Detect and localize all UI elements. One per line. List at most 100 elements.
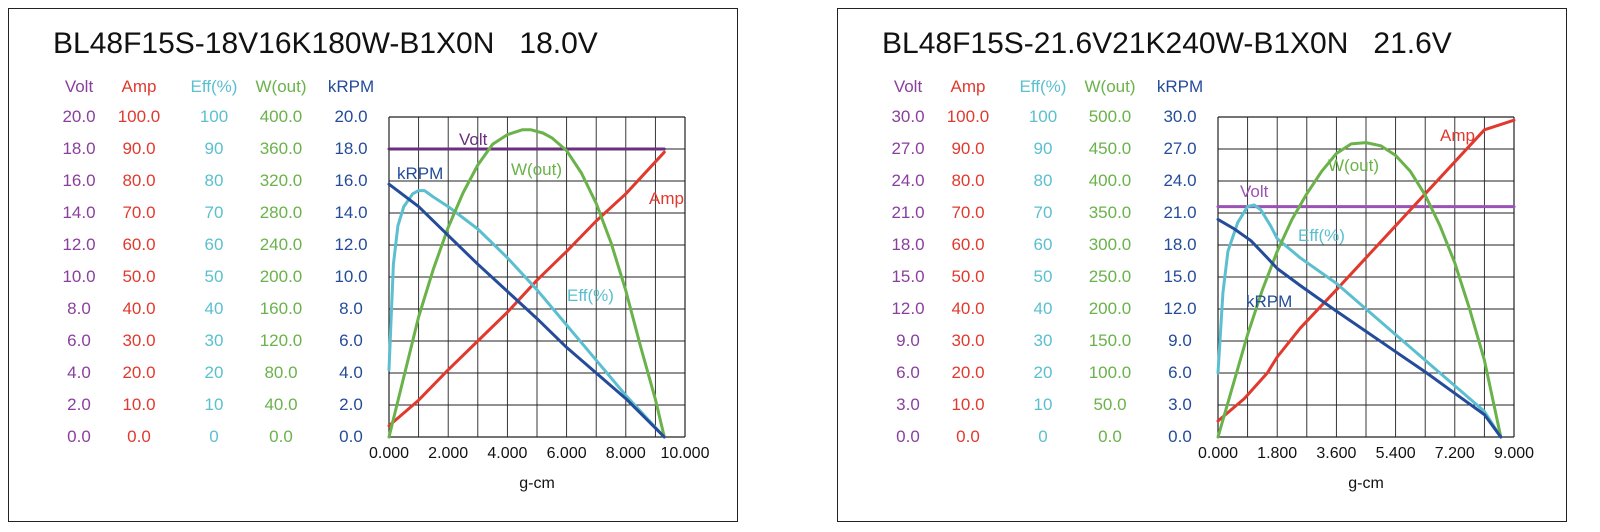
y-tick-label: 360.0 — [259, 139, 303, 158]
y-tick-label: 0.0 — [127, 427, 151, 446]
series-label-eff: Eff(%) — [1298, 226, 1345, 245]
y-tick-label: 60 — [1033, 235, 1053, 254]
series-label-volt: Volt — [459, 130, 488, 149]
y-tick-label: 500.0 — [1088, 107, 1132, 126]
y-tick-label: 80.0 — [122, 171, 156, 190]
x-tick-label: 9.000 — [1493, 445, 1535, 462]
x-tick-label: 8.000 — [605, 445, 646, 462]
y-tick-label: 90 — [204, 139, 224, 158]
y-tick-label: 10.0 — [122, 395, 156, 414]
y-tick-label: 40 — [1033, 299, 1053, 318]
voltage-label: 21.6V — [1373, 27, 1452, 60]
y-tick-label: 14.0 — [62, 203, 96, 222]
y-tick-label: 280.0 — [259, 203, 303, 222]
series-line-amp — [387, 150, 666, 428]
y-tick-label: 15.0 — [891, 267, 925, 286]
y-tick-label: 160.0 — [259, 299, 303, 318]
model-name: BL48F15S-18V16K180W-B1X0N — [53, 27, 495, 60]
y-tick-label: 6.0 — [1168, 363, 1192, 382]
series-line-eff — [1216, 203, 1503, 439]
axis-header-krpm: kRPM — [327, 77, 375, 96]
y-tick-label: 3.0 — [896, 395, 920, 414]
y-tick-label: 12.0 — [62, 235, 96, 254]
y-tick-label: 24.0 — [891, 171, 925, 190]
chart-title: BL48F15S-21.6V21K240W-B1X0N 21.6V — [882, 27, 1452, 61]
y-tick-label: 24.0 — [1163, 171, 1197, 190]
axis-header-eff: Eff(%) — [190, 77, 238, 96]
y-tick-label: 0 — [209, 427, 219, 446]
y-tick-label: 20 — [204, 363, 224, 382]
y-tick-label: 40.0 — [951, 299, 985, 318]
y-tick-label: 0.0 — [269, 427, 293, 446]
series-label-amp: Amp — [649, 189, 684, 208]
series-label-wout: W(out) — [511, 160, 562, 179]
series-line-krpm — [1216, 217, 1503, 439]
series-label-volt: Volt — [1240, 182, 1269, 201]
y-tick-label: 6.0 — [896, 363, 920, 382]
y-tick-label: 0.0 — [896, 427, 920, 446]
y-tick-label: 20.0 — [122, 363, 156, 382]
y-tick-label: 200.0 — [259, 267, 303, 286]
axis-header-volt: Volt — [893, 77, 923, 96]
series-line-eff — [387, 189, 666, 439]
y-tick-label: 0.0 — [67, 427, 91, 446]
x-tick-label: 1.800 — [1257, 445, 1298, 462]
axis-header-eff: Eff(%) — [1019, 77, 1067, 96]
y-tick-label: 40 — [204, 299, 224, 318]
y-tick-label: 0.0 — [1168, 427, 1192, 446]
axis-header-amp: Amp — [950, 77, 986, 96]
y-tick-label: 0 — [1038, 427, 1048, 446]
y-tick-label: 30.0 — [1163, 107, 1197, 126]
y-tick-label: 90.0 — [122, 139, 156, 158]
y-tick-label: 12.0 — [334, 235, 368, 254]
axis-header-wout: W(out) — [255, 77, 307, 96]
x-tick-label: 4.000 — [487, 445, 528, 462]
x-tick-label: 7.200 — [1434, 445, 1475, 462]
voltage-label: 18.0V — [519, 27, 598, 60]
y-tick-label: 300.0 — [1088, 235, 1132, 254]
axis-header-amp: Amp — [121, 77, 157, 96]
y-tick-label: 18.0 — [1163, 235, 1197, 254]
y-tick-label: 100.0 — [117, 107, 161, 126]
y-tick-label: 320.0 — [259, 171, 303, 190]
y-tick-label: 9.0 — [896, 331, 920, 350]
y-tick-label: 60.0 — [951, 235, 985, 254]
axis-header-wout: W(out) — [1084, 77, 1136, 96]
y-tick-label: 12.0 — [1163, 299, 1197, 318]
y-tick-label: 0.0 — [339, 427, 363, 446]
y-tick-label: 10 — [1033, 395, 1053, 414]
y-tick-label: 20.0 — [951, 363, 985, 382]
series-label-krpm: kRPM — [1246, 292, 1292, 311]
y-tick-label: 2.0 — [67, 395, 91, 414]
series-line-amp — [1216, 118, 1516, 423]
y-tick-label: 70 — [204, 203, 224, 222]
x-tick-label: 10.000 — [660, 445, 710, 462]
y-tick-label: 10.0 — [951, 395, 985, 414]
y-tick-label: 120.0 — [259, 331, 303, 350]
series-line-krpm — [387, 182, 666, 439]
y-tick-label: 10.0 — [334, 267, 368, 286]
y-tick-label: 60.0 — [122, 235, 156, 254]
y-tick-label: 70 — [1033, 203, 1053, 222]
y-tick-label: 100.0 — [946, 107, 990, 126]
y-tick-label: 8.0 — [67, 299, 91, 318]
x-tick-label: 0.000 — [1197, 445, 1239, 462]
series-label-wout: W(out) — [1328, 156, 1379, 175]
y-tick-label: 200.0 — [1088, 299, 1132, 318]
series-label-amp: Amp — [1440, 126, 1475, 145]
y-tick-label: 50.0 — [951, 267, 985, 286]
y-tick-label: 30.0 — [951, 331, 985, 350]
chart-title: BL48F15S-18V16K180W-B1X0N 18.0V — [53, 27, 598, 61]
y-tick-label: 80.0 — [951, 171, 985, 190]
x-tick-label: 2.000 — [428, 445, 469, 462]
y-tick-label: 50.0 — [122, 267, 156, 286]
y-tick-label: 0.0 — [1098, 427, 1122, 446]
chart-panel-2: BL48F15S-21.6V21K240W-B1X0N 21.6V Volt 0.… — [837, 8, 1567, 522]
y-tick-label: 4.0 — [339, 363, 363, 382]
x-axis-label: g-cm — [519, 475, 555, 492]
y-tick-label: 100 — [199, 107, 229, 126]
y-tick-label: 40.0 — [122, 299, 156, 318]
plot-area: Volt Amp Eff(%) W(out) kRPM — [1216, 116, 1516, 439]
series-line-wout — [387, 128, 666, 439]
model-name: BL48F15S-21.6V21K240W-B1X0N — [882, 27, 1349, 60]
